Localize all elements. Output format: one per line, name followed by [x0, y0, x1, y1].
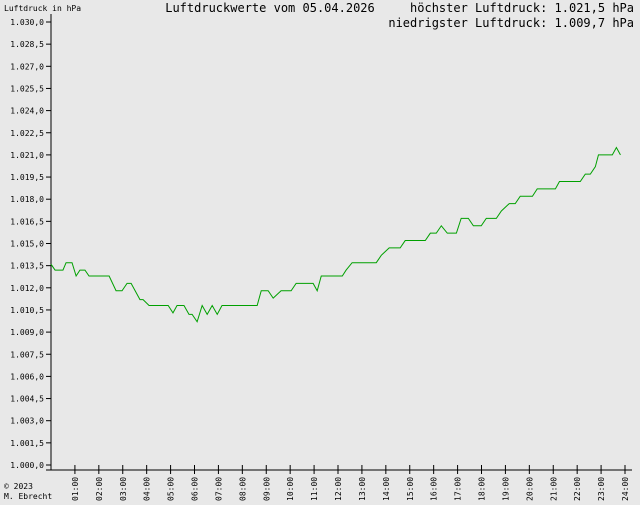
x-tick-label: 01:00 [71, 477, 80, 501]
x-tick-label: 24:00 [621, 477, 630, 501]
y-tick-label: 1.000,0 [10, 461, 44, 470]
x-tick-label: 10:00 [286, 477, 295, 501]
x-tick-label: 03:00 [119, 477, 128, 501]
x-tick-label: 18:00 [478, 477, 487, 501]
y-tick-label: 1.024,0 [10, 107, 44, 116]
y-tick-label: 1.018,0 [10, 195, 44, 204]
y-axis-label: Luftdruck in hPa [4, 4, 81, 13]
y-tick-label: 1.006,0 [10, 372, 44, 381]
x-tick-label: 06:00 [191, 477, 200, 501]
x-tick-label: 05:00 [167, 477, 176, 501]
y-tick-label: 1.022,5 [10, 129, 44, 138]
chart-title: Luftdruckwerte vom 05.04.2026 [165, 1, 375, 15]
credit: M. Ebrecht [4, 492, 52, 501]
annotation: niedrigster Luftdruck: 1.009,7 hPa [388, 16, 634, 30]
credit: © 2023 [4, 482, 33, 491]
annotation: höchster Luftdruck: 1.021,5 hPa [410, 1, 634, 15]
y-tick-label: 1.027,0 [10, 62, 44, 71]
x-tick-label: 02:00 [95, 477, 104, 501]
y-tick-label: 1.019,5 [10, 173, 44, 182]
x-tick-label: 21:00 [549, 477, 558, 501]
y-tick-label: 1.016,5 [10, 217, 44, 226]
x-tick-label: 09:00 [262, 477, 271, 501]
y-tick-label: 1.009,0 [10, 328, 44, 337]
x-tick-label: 08:00 [238, 477, 247, 501]
x-tick-label: 17:00 [454, 477, 463, 501]
y-tick-label: 1.030,0 [10, 18, 44, 27]
x-tick-label: 22:00 [573, 477, 582, 501]
x-tick-label: 23:00 [597, 477, 606, 501]
x-tick-label: 16:00 [430, 477, 439, 501]
y-tick-label: 1.007,5 [10, 350, 44, 359]
y-tick-label: 1.013,5 [10, 262, 44, 271]
x-tick-label: 20:00 [525, 477, 534, 501]
y-tick-label: 1.004,5 [10, 395, 44, 404]
x-tick-label: 04:00 [143, 477, 152, 501]
y-tick-label: 1.021,0 [10, 151, 44, 160]
y-tick-label: 1.003,0 [10, 417, 44, 426]
x-tick-label: 15:00 [406, 477, 415, 501]
x-tick-label: 14:00 [382, 477, 391, 501]
x-tick-label: 07:00 [214, 477, 223, 501]
y-tick-label: 1.025,5 [10, 84, 44, 93]
x-tick-label: 12:00 [334, 477, 343, 501]
x-tick-label: 19:00 [501, 477, 510, 501]
x-tick-label: 11:00 [310, 477, 319, 501]
y-tick-label: 1.010,5 [10, 306, 44, 315]
y-tick-label: 1.028,5 [10, 40, 44, 49]
y-tick-label: 1.001,5 [10, 439, 44, 448]
y-tick-label: 1.015,0 [10, 240, 44, 249]
y-tick-label: 1.012,0 [10, 284, 44, 293]
x-tick-label: 13:00 [358, 477, 367, 501]
data-line [50, 146, 621, 323]
